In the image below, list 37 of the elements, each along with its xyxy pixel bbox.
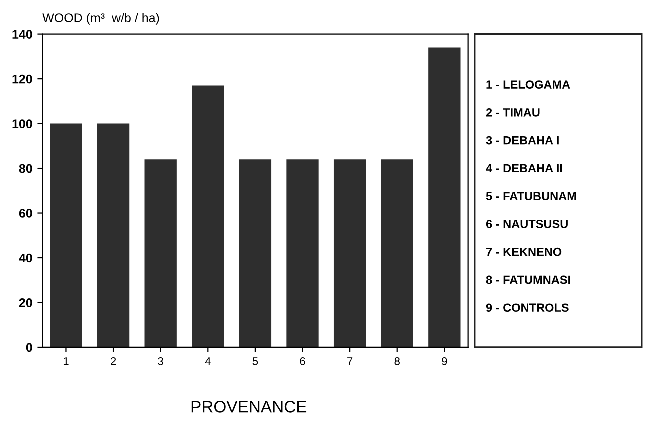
bar [50,124,82,348]
y-tick-label: 40 [19,254,32,263]
x-tick-label: 4 [205,358,211,366]
x-tick-label: 7 [348,358,353,366]
x-tick-label: 3 [158,358,164,366]
bar [428,48,461,348]
text: 5 - FATUBUNAM [486,192,576,201]
y-tick-label: 60 [19,209,32,218]
bar [239,160,272,348]
y-tick-label: 140 [12,30,32,39]
text: 8 - FATUMNASI [486,276,570,284]
bar [97,124,130,348]
text: 4 - DEBAHA II [486,164,562,173]
bar [381,160,414,348]
x-tick-label: 2 [111,358,116,366]
x-tick-label: 5 [252,358,258,366]
bar [286,160,319,348]
y-axis-title: WOOD (m³ w/b / ha) [42,13,160,25]
y-tick-label: 80 [19,164,32,174]
x-axis-title: PROVENANCE [192,401,307,413]
bar [334,160,366,348]
y-tick-label: 0 [26,343,32,352]
x-tick-label: 1 [64,358,69,366]
text: 6 - NAUTSUSU [486,220,568,228]
text: 1 - LELOGAMA [486,80,570,89]
text: 3 - DEBAHA I [486,136,559,145]
y-tick-label: 100 [12,120,32,128]
text: 7 - KEKNENO [486,248,562,256]
text: 2 - TIMAU [486,108,540,117]
bar [192,86,224,348]
x-tick-label: 6 [300,358,306,366]
y-tick-label: 20 [19,298,32,308]
x-tick-label: 8 [394,358,400,366]
x-tick-label: 9 [442,358,448,366]
text: 9 - CONTROLS [486,304,569,312]
bar [144,160,177,348]
y-tick-label: 120 [12,74,32,84]
